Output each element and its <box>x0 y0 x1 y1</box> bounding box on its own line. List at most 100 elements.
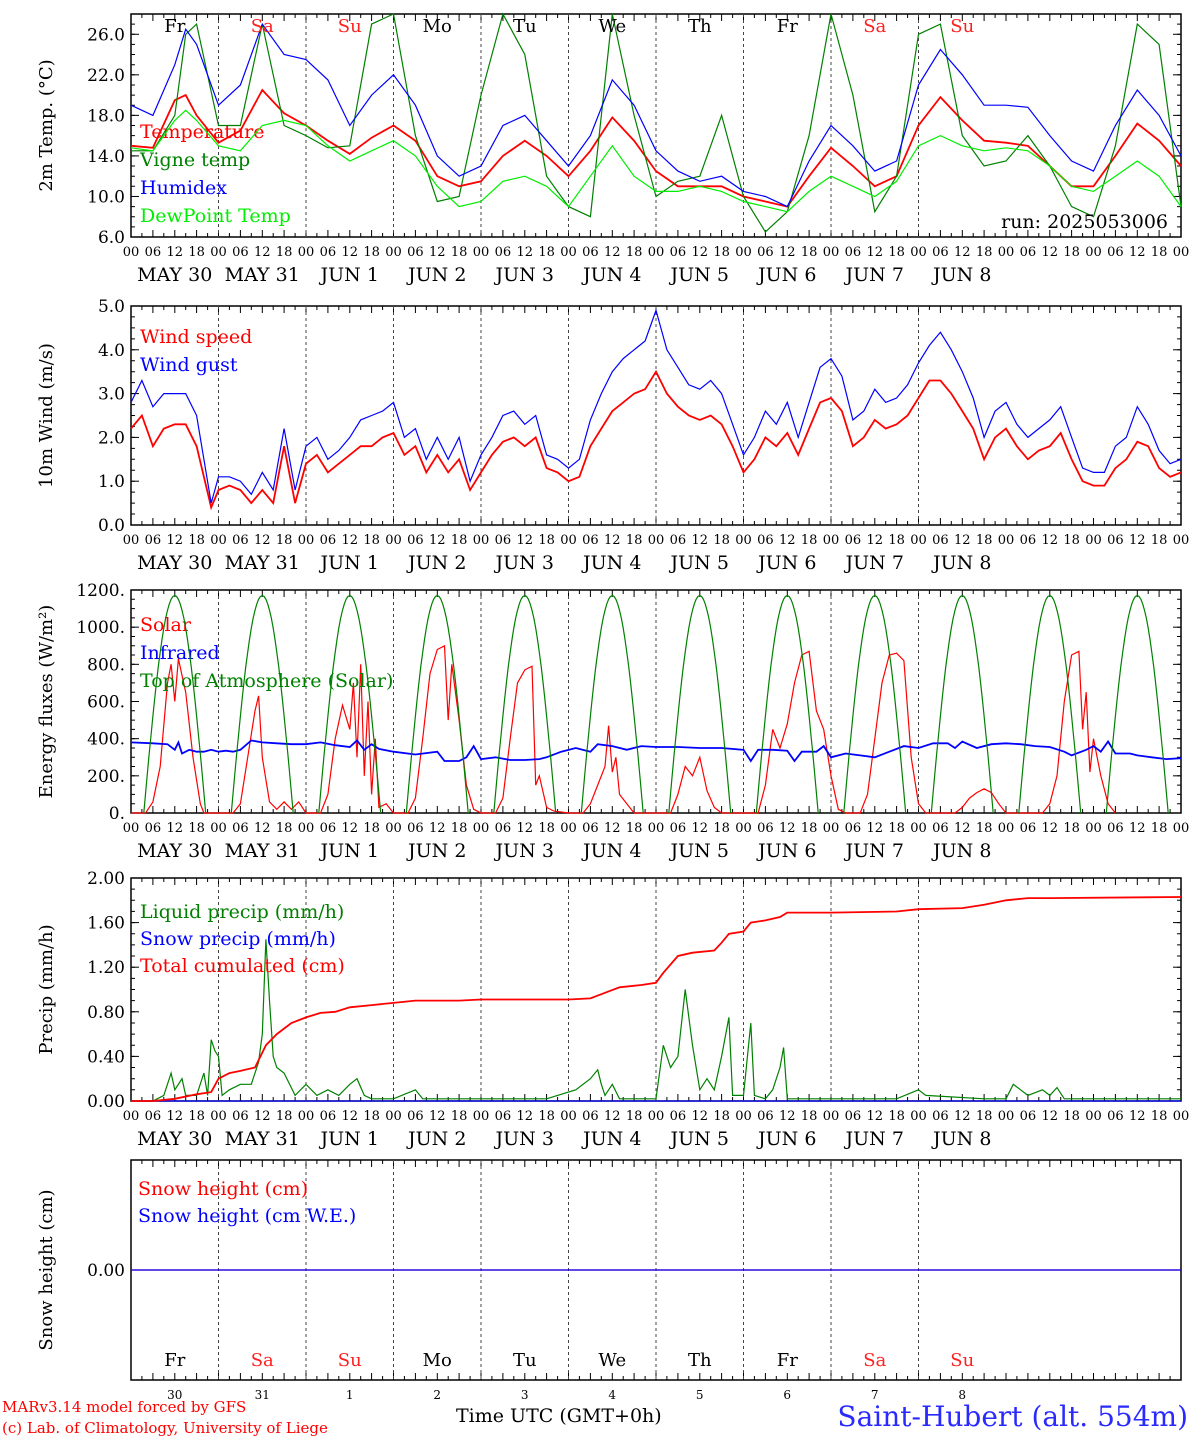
hour-tick-label: 12 <box>1041 533 1058 548</box>
legend-entry: Wind gust <box>140 354 238 376</box>
hour-tick-label: 00 <box>385 1109 402 1124</box>
day-number: 3 <box>521 1388 529 1402</box>
hour-tick-label: 12 <box>691 533 708 548</box>
day-number: 7 <box>871 1388 879 1402</box>
hour-tick-label: 00 <box>998 821 1015 836</box>
date-label: JUN 6 <box>756 840 816 862</box>
hour-tick-label: 06 <box>845 245 862 260</box>
legend-entry: Snow height (cm W.E.) <box>138 1205 356 1227</box>
hour-tick-label: 12 <box>954 245 971 260</box>
hour-tick-label: 00 <box>298 245 315 260</box>
hour-tick-label: 00 <box>1085 1109 1102 1124</box>
hour-tick-label: 00 <box>910 821 927 836</box>
hour-tick-label: 06 <box>932 1109 949 1124</box>
date-label: JUN 1 <box>319 264 379 286</box>
hour-tick-label: 18 <box>1063 245 1080 260</box>
hour-tick-label: 18 <box>976 533 993 548</box>
hour-tick-label: 12 <box>954 821 971 836</box>
hour-tick-label: 12 <box>516 821 533 836</box>
day-name-bottom: Su <box>950 1350 974 1371</box>
day-name-bottom: Sa <box>251 1350 274 1371</box>
hour-tick-label: 12 <box>166 245 183 260</box>
hour-tick-label: 00 <box>560 245 577 260</box>
series-line <box>130 369 1182 511</box>
hour-tick-label: 18 <box>801 821 818 836</box>
hour-tick-label: 00 <box>998 533 1015 548</box>
date-label: MAY 30 <box>137 840 212 862</box>
date-label: JUN 5 <box>669 264 729 286</box>
hour-tick-label: 00 <box>1173 1109 1190 1124</box>
y-tick-label: 0.00 <box>87 1261 125 1281</box>
hour-tick-label: 00 <box>210 1109 227 1124</box>
date-label: MAY 31 <box>225 1128 300 1150</box>
hour-tick-label: 12 <box>254 245 271 260</box>
hour-tick-label: 12 <box>866 533 883 548</box>
hour-tick-label: 06 <box>495 245 512 260</box>
hour-tick-label: 12 <box>779 1109 796 1124</box>
hour-tick-label: 18 <box>976 245 993 260</box>
day-name: Fr <box>164 16 185 37</box>
hour-tick-label: 00 <box>210 821 227 836</box>
date-label: JUN 8 <box>931 264 991 286</box>
date-label: JUN 4 <box>581 264 641 286</box>
date-label: JUN 6 <box>756 1128 816 1150</box>
legend-entry: Top of Atmosphere (Solar) <box>140 670 393 692</box>
hour-tick-label: 00 <box>473 245 490 260</box>
hour-tick-label: 00 <box>1173 821 1190 836</box>
date-label: JUN 2 <box>406 1128 466 1150</box>
hour-tick-label: 00 <box>998 1109 1015 1124</box>
x-tick-marks <box>130 306 1182 525</box>
panel-frame <box>130 589 1182 814</box>
date-label: MAY 31 <box>225 264 300 286</box>
date-label: JUN 6 <box>756 264 816 286</box>
hour-tick-label: 18 <box>188 533 205 548</box>
day-number: 30 <box>167 1388 182 1402</box>
hour-tick-label: 12 <box>779 245 796 260</box>
hour-tick-label: 00 <box>735 245 752 260</box>
hour-tick-label: 12 <box>691 1109 708 1124</box>
hour-tick-label: 12 <box>866 821 883 836</box>
date-label: JUN 6 <box>756 552 816 574</box>
hour-tick-label: 18 <box>538 245 555 260</box>
day-name-bottom: Th <box>688 1350 712 1371</box>
series-line <box>130 22 1182 208</box>
hour-tick-label: 18 <box>1151 1109 1168 1124</box>
y-axis-title: Energy fluxes (W/m²) <box>36 605 57 799</box>
y-tick-label: 4.0 <box>98 341 125 361</box>
hour-tick-label: 18 <box>626 245 643 260</box>
hour-tick-label: 12 <box>166 821 183 836</box>
hour-tick-label: 12 <box>1041 245 1058 260</box>
hour-tick-label: 12 <box>516 245 533 260</box>
hour-tick-label: 00 <box>1173 533 1190 548</box>
hour-tick-label: 12 <box>779 533 796 548</box>
day-name: Su <box>338 16 362 37</box>
hour-tick-label: 12 <box>254 1109 271 1124</box>
hour-tick-label: 00 <box>560 821 577 836</box>
hour-tick-label: 06 <box>145 533 162 548</box>
day-name: Sa <box>863 16 886 37</box>
date-label: JUN 3 <box>494 264 554 286</box>
hour-tick-label: 06 <box>582 245 599 260</box>
hour-tick-label: 00 <box>123 533 140 548</box>
hour-tick-label: 12 <box>691 245 708 260</box>
y-axis-title: Snow height (cm) <box>36 1189 57 1350</box>
hour-tick-label: 18 <box>976 821 993 836</box>
hour-tick-label: 18 <box>276 1109 293 1124</box>
hour-tick-label: 00 <box>648 533 665 548</box>
hour-tick-label: 06 <box>582 821 599 836</box>
hour-tick-label: 06 <box>582 533 599 548</box>
hour-tick-label: 18 <box>451 1109 468 1124</box>
x-tick-marks <box>130 878 1182 1101</box>
hour-tick-label: 18 <box>801 533 818 548</box>
hour-tick-label: 12 <box>1129 533 1146 548</box>
hour-tick-label: 06 <box>320 821 337 836</box>
y-tick-label: 10.0 <box>87 187 125 207</box>
y-tick-label: 18.0 <box>87 106 125 126</box>
hour-tick-label: 18 <box>1063 821 1080 836</box>
hour-tick-label: 18 <box>188 245 205 260</box>
date-label: JUN 7 <box>844 1128 904 1150</box>
hour-tick-label: 00 <box>823 245 840 260</box>
hour-tick-label: 00 <box>910 1109 927 1124</box>
date-label: MAY 30 <box>137 1128 212 1150</box>
hour-tick-label: 00 <box>123 1109 140 1124</box>
